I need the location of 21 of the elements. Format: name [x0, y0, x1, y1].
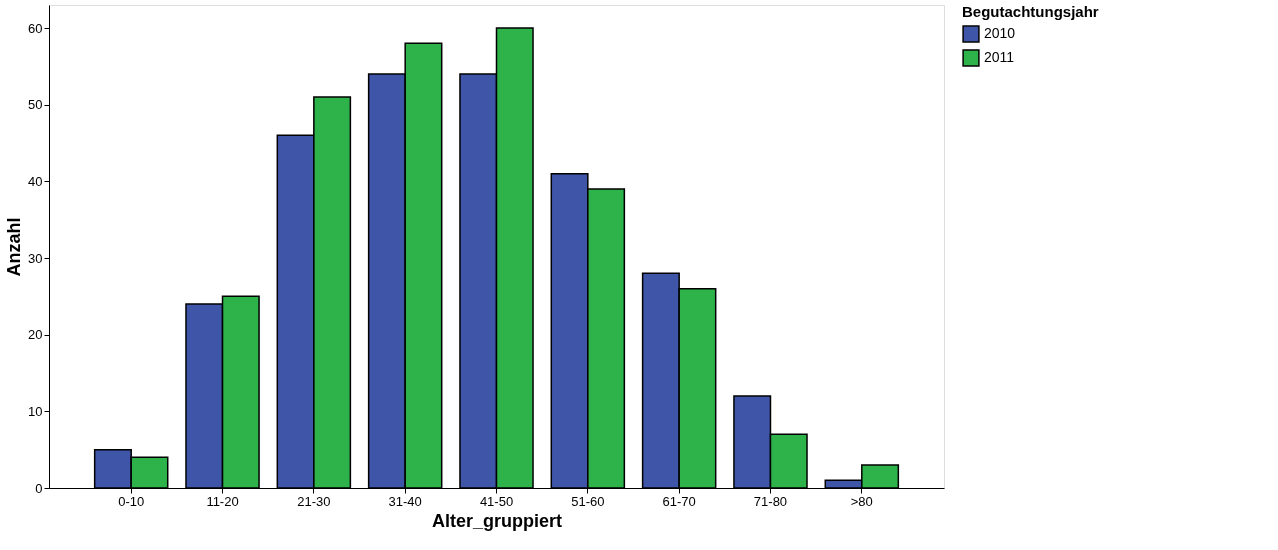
x-axis-title: Alter_gruppiert	[431, 510, 563, 531]
y-tick-label: 20	[28, 327, 43, 343]
y-tick-label: 40	[28, 173, 43, 189]
x-tick-label: 41-50	[479, 493, 514, 509]
x-tick-label: 71-80	[753, 493, 788, 509]
x-tick-label: >80	[850, 493, 873, 509]
x-tick-label: 11-20	[206, 493, 239, 509]
x-tick-label: 51-60	[571, 493, 605, 509]
y-tick-label: 60	[28, 20, 43, 36]
x-tick-label: 61-70	[662, 493, 696, 509]
x-tick-label: 21-30	[297, 493, 331, 509]
legend-title: Begutachtungsjahr	[962, 3, 1099, 20]
x-tick-label: 0-10	[118, 493, 145, 509]
y-tick-label: 10	[28, 403, 43, 419]
x-tick-label: 31-40	[388, 493, 422, 509]
y-tick-label: 0	[35, 480, 43, 496]
y-tick-label: 30	[28, 250, 43, 266]
y-tick-label: 50	[28, 97, 43, 113]
y-axis-title: Anzahl	[4, 217, 25, 277]
legend-label: 2010	[984, 25, 1016, 41]
legend-label: 2011	[984, 49, 1015, 65]
